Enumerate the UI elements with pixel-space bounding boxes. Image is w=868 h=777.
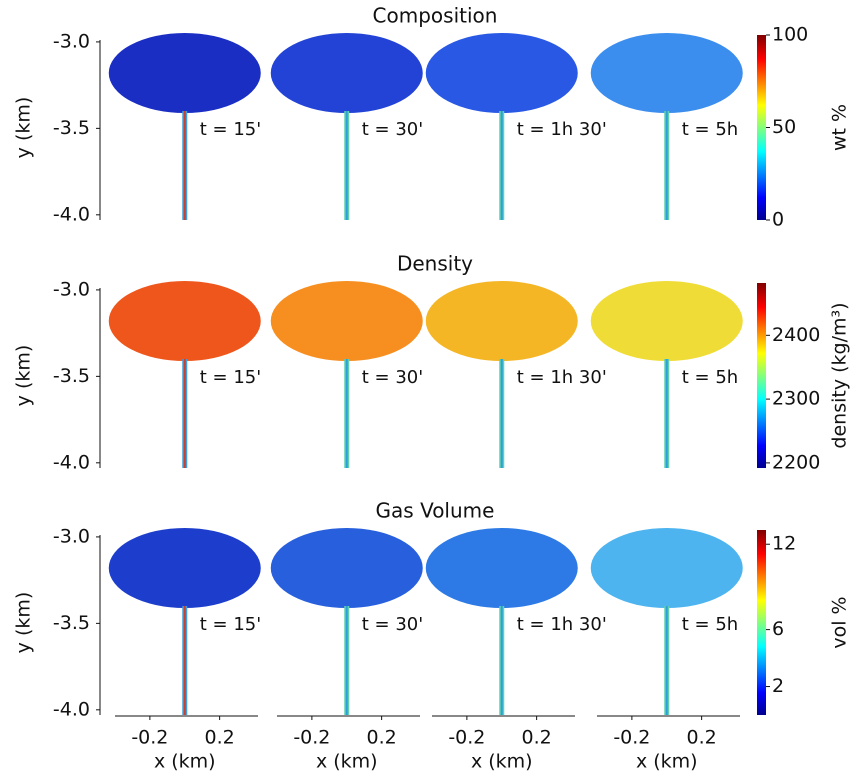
magma-chamber	[426, 528, 578, 608]
panel-title: Composition	[373, 4, 498, 28]
magma-chamber	[109, 281, 261, 361]
conduit-core	[184, 111, 186, 220]
magma-chamber	[591, 528, 743, 608]
time-label: t = 5h	[682, 614, 738, 635]
colorbar	[757, 530, 766, 715]
y-tick-label: -3.5	[53, 365, 90, 387]
magma-chamber	[426, 281, 578, 361]
time-label: t = 30'	[362, 614, 423, 635]
magma-chamber	[591, 33, 743, 113]
x-tick-label: -0.2	[613, 727, 650, 749]
colorbar-tick-label: 100	[772, 24, 808, 46]
y-tick-label: -3.0	[53, 30, 90, 52]
magma-chamber	[109, 528, 261, 608]
y-tick-label: -4.0	[53, 203, 90, 225]
time-label: t = 1h 30'	[517, 119, 607, 140]
conduit-core	[184, 359, 186, 468]
conduit-core	[501, 111, 503, 220]
time-label: t = 5h	[682, 119, 738, 140]
figure: Composition -3.0 -3.5 -4.0 y (km) t = 15' t = …	[0, 0, 868, 777]
colorbar-label: density (kg/m³)	[829, 302, 851, 448]
magma-chamber	[271, 528, 423, 608]
x-axis-label: x (km)	[636, 751, 698, 773]
x-tick-label: 0.2	[367, 727, 397, 749]
x-tick-label: 0.2	[522, 727, 552, 749]
time-label: t = 15'	[200, 614, 261, 635]
conduit-core	[666, 359, 668, 468]
conduit-core	[501, 606, 503, 715]
magma-chamber	[591, 281, 743, 361]
colorbar-tick-label: 2200	[772, 451, 820, 473]
colorbar-tick-label: 2400	[772, 324, 820, 346]
magma-chamber	[271, 33, 423, 113]
x-tick-label: -0.2	[131, 727, 168, 749]
colorbar-tick-label: 12	[772, 533, 796, 555]
x-tick-label: -0.2	[448, 727, 485, 749]
x-axis-label: x (km)	[471, 751, 533, 773]
x-tick-label: 0.2	[205, 727, 235, 749]
y-tick-label: -3.5	[53, 117, 90, 139]
conduit-core	[666, 111, 668, 220]
x-tick-label: -0.2	[293, 727, 330, 749]
colorbar	[757, 283, 766, 468]
x-axis-label: x (km)	[316, 751, 378, 773]
time-label: t = 1h 30'	[517, 614, 607, 635]
conduit-core	[346, 111, 348, 220]
x-tick-label: 0.2	[687, 727, 717, 749]
conduit-core	[184, 606, 186, 715]
time-label: t = 15'	[200, 119, 261, 140]
conduit-core	[346, 359, 348, 468]
x-axis-label: x (km)	[154, 751, 216, 773]
panel-title: Density	[397, 252, 473, 276]
y-tick-label: -3.0	[53, 525, 90, 547]
y-axis-label: y (km)	[13, 592, 35, 654]
colorbar-label: wt %	[829, 104, 851, 151]
y-tick-label: -4.0	[53, 451, 90, 473]
colorbar	[757, 35, 766, 220]
colorbar-tick-label: 50	[772, 116, 796, 138]
time-label: t = 5h	[682, 367, 738, 388]
panel-title: Gas Volume	[376, 499, 495, 523]
y-tick-label: -3.0	[53, 278, 90, 300]
magma-chamber	[271, 281, 423, 361]
y-tick-label: -3.5	[53, 612, 90, 634]
magma-chamber	[426, 33, 578, 113]
conduit-core	[666, 606, 668, 715]
colorbar-tick-label: 2300	[772, 388, 820, 410]
y-tick-label: -4.0	[53, 698, 90, 720]
time-label: t = 15'	[200, 367, 261, 388]
conduit-core	[346, 606, 348, 715]
colorbar-label: vol %	[829, 596, 851, 648]
time-label: t = 1h 30'	[517, 367, 607, 388]
y-axis-label: y (km)	[13, 345, 35, 407]
y-axis-label: y (km)	[13, 97, 35, 159]
time-label: t = 30'	[362, 367, 423, 388]
colorbar-tick-label: 2	[772, 675, 784, 697]
magma-chamber	[109, 33, 261, 113]
conduit-core	[501, 359, 503, 468]
colorbar-tick-label: 0	[772, 209, 784, 231]
colorbar-tick-label: 6	[772, 618, 784, 640]
time-label: t = 30'	[362, 119, 423, 140]
